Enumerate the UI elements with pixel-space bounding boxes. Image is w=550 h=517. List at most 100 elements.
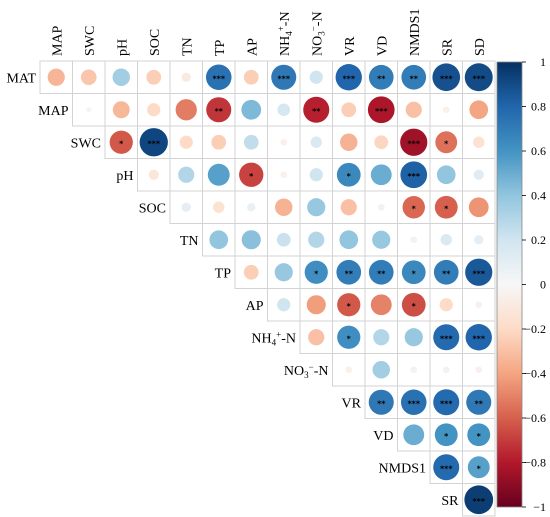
corr-circle-soc-tp	[213, 201, 225, 213]
corr-circle-swc-no3-n	[310, 136, 322, 148]
corr-circle-mat-map	[47, 68, 65, 86]
corr-circle-map-vd	[367, 96, 395, 124]
corr-circle-ph-soc	[148, 169, 159, 180]
corr-circle-vd-sd	[467, 423, 491, 447]
corr-circle-ph-no3-n	[309, 168, 323, 182]
corr-circle-mat-tp	[205, 64, 232, 91]
sig-marker-ph-ap: *	[249, 172, 254, 181]
sig-marker-ph-nmds1: ***	[407, 172, 420, 181]
sig-marker-vr-vd: **	[377, 399, 386, 408]
corr-circle-tn-nh4plus-n	[276, 232, 291, 247]
corr-circle-vd-sr	[434, 423, 458, 447]
corr-circle-soc-vd	[377, 203, 385, 211]
corr-circle-tp-nmds1	[401, 260, 426, 285]
corr-circle-tp-vr	[336, 259, 362, 285]
sig-marker-sr-sd: ***	[472, 497, 485, 506]
corr-circle-map-vr	[341, 102, 357, 118]
corr-circle-swc-vd	[374, 135, 389, 150]
corr-circle-tn-vr	[339, 230, 359, 250]
corr-circle-no3-n-vr	[345, 366, 353, 374]
row-label-vr: VR	[342, 396, 362, 411]
corr-circle-nmds1-sr	[433, 454, 460, 481]
colorbar-tick-label: −0.8	[524, 456, 546, 470]
colorbar-tick-label: 0.2	[531, 233, 546, 247]
corr-circle-swc-tp	[211, 134, 227, 150]
corr-circle-map-soc	[147, 103, 161, 117]
corr-circle-mat-swc	[80, 69, 97, 86]
sig-marker-ph-vr: *	[347, 172, 352, 181]
corr-circle-swc-nh4plus-n	[280, 138, 288, 146]
sig-marker-tp-nmds1: *	[412, 269, 417, 278]
row-label-ap: AP	[246, 299, 264, 314]
row-label-tn: TN	[180, 234, 199, 249]
corr-circle-ap-vr	[337, 293, 361, 317]
corr-circle-soc-nh4plus-n	[275, 198, 293, 216]
corr-circle-vr-sr	[433, 389, 460, 416]
sig-marker-swc-nmds1: ***	[407, 139, 420, 148]
corr-circle-nh4plus-n-no3-n	[308, 329, 325, 346]
col-label-no3-n: NO3−-N	[308, 11, 326, 56]
colorbar-gradient	[496, 61, 523, 508]
corr-circle-map-sd	[469, 100, 489, 120]
corr-circle-ph-vd	[370, 164, 392, 186]
corr-circle-swc-tn	[179, 135, 193, 149]
colorbar-tick-label: −0.6	[524, 411, 546, 425]
sig-marker-nmds1-sr: ***	[440, 464, 453, 473]
corr-circle-soc-no3-n	[307, 198, 326, 217]
sig-marker-vd-sr: *	[444, 432, 449, 441]
row-label-swc: SWC	[71, 136, 101, 151]
corr-circle-swc-sd	[473, 136, 485, 148]
corr-circle-sr-sd	[464, 485, 494, 515]
corr-circle-ap-sd	[475, 301, 483, 309]
corr-circle-tn-tp	[209, 230, 229, 250]
col-label-nh4plus-n: NH4+-N	[276, 11, 294, 56]
corr-circle-mat-tn	[181, 72, 191, 82]
corr-circle-mat-nh4plus-n	[271, 64, 297, 90]
sig-marker-nh4plus-n-vr: *	[347, 334, 352, 343]
corr-circle-soc-ap	[247, 203, 256, 212]
grid-cell	[462, 483, 496, 517]
col-label-map: MAP	[50, 25, 65, 56]
col-label-tn: TN	[180, 37, 195, 56]
col-label-tp: TP	[213, 39, 228, 56]
corr-circle-tn-vd	[372, 230, 391, 249]
row-label-nmds1: NMDS1	[379, 461, 426, 476]
corr-circle-mat-sr	[432, 63, 461, 92]
col-label-vr: VR	[343, 36, 358, 56]
grid	[39, 60, 496, 517]
sig-marker-mat-vr: ***	[342, 74, 355, 83]
colorbar-tick-label: −1	[533, 500, 546, 514]
corr-circle-ph-nmds1	[400, 161, 428, 189]
corr-circle-tn-no3-n	[308, 231, 325, 248]
corr-circle-tn-sd	[474, 235, 484, 245]
colorbar-tick-label: 0.6	[531, 144, 546, 158]
row-label-no3-n: NO3−-N	[284, 362, 329, 380]
sig-marker-nh4plus-n-sd: ***	[472, 334, 485, 343]
sig-marker-swc-sr: *	[444, 139, 449, 148]
sig-marker-ap-vr: *	[347, 302, 352, 311]
col-label-swc: SWC	[83, 26, 98, 56]
corr-circle-map-ap	[241, 99, 262, 120]
corr-circle-ph-sr	[436, 165, 456, 185]
column-labels: MAP SWC pH SOC TN TP AP NH4+-N NO3−-N VR VD NMDS1 SR…	[50, 9, 488, 56]
corr-circle-soc-nmds1	[402, 196, 425, 219]
sig-marker-map-no3-n: **	[312, 107, 321, 116]
corr-circle-ph-nh4plus-n	[280, 171, 288, 179]
corr-circle-ap-nmds1	[401, 292, 426, 317]
row-label-sr: SR	[441, 494, 459, 509]
corr-circle-mat-no3-n	[309, 70, 323, 84]
corr-circle-ap-sr	[439, 298, 453, 312]
sig-marker-swc-soc: ***	[147, 139, 160, 148]
col-label-nmds1: NMDS1	[408, 9, 423, 56]
corr-circle-swc-vr	[340, 133, 358, 151]
col-label-ph: pH	[115, 39, 130, 56]
corr-circle-no3-n-sr	[442, 366, 450, 374]
sig-marker-vr-sr: ***	[440, 399, 453, 408]
colorbar-tick-label: 0.4	[531, 189, 546, 203]
corr-circle-nh4plus-n-vd	[373, 329, 390, 346]
col-label-vd: VD	[375, 36, 390, 56]
sig-marker-vr-nmds1: ***	[407, 399, 420, 408]
corr-circle-map-tn	[175, 99, 197, 121]
corr-circle-vr-nmds1	[400, 389, 427, 416]
